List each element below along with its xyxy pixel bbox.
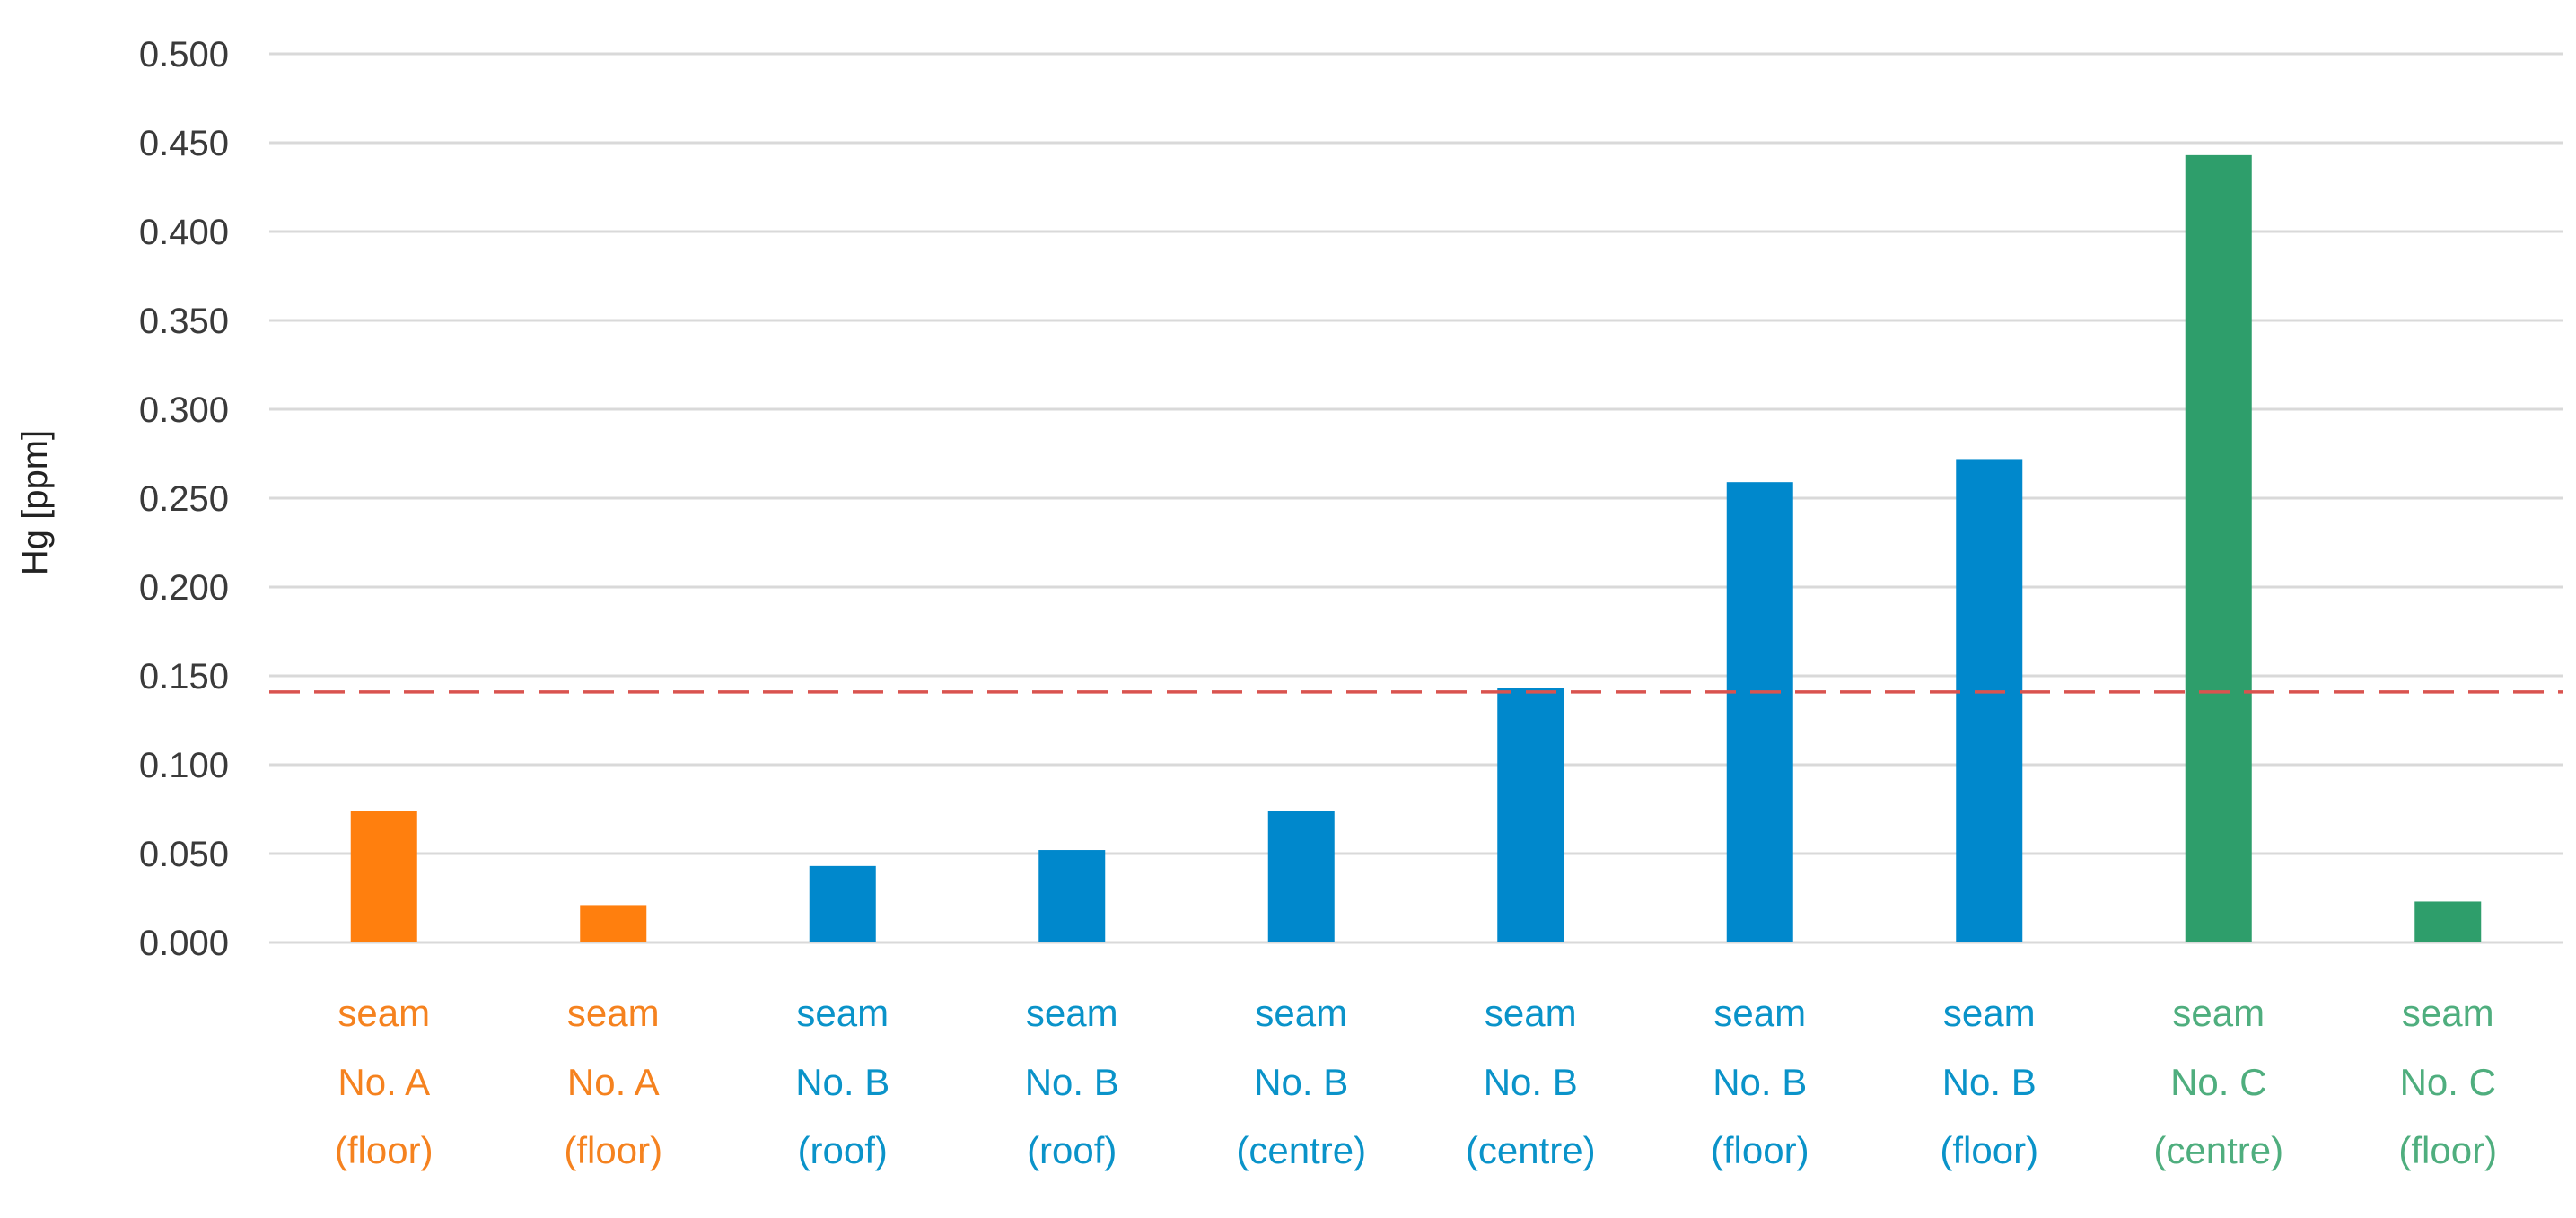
- x-category-label: (floor): [1940, 1129, 2038, 1171]
- x-category-label: seam: [1485, 992, 1577, 1034]
- bar: [1267, 811, 1335, 942]
- x-category-label: seam: [2402, 992, 2494, 1034]
- bar: [580, 905, 647, 942]
- bar: [2414, 901, 2482, 942]
- x-category-label: seam: [337, 992, 430, 1034]
- x-category-label: (centre): [1466, 1129, 1596, 1171]
- x-category-label: (floor): [1711, 1129, 1809, 1171]
- x-category-label: seam: [2172, 992, 2265, 1034]
- y-axis-title: Hg [ppm]: [15, 430, 55, 575]
- x-category-label: No. B: [795, 1061, 889, 1103]
- x-category-label: No. B: [1942, 1061, 2037, 1103]
- y-axis-ticks: 0.000 0.050 0.100 0.150 0.200 0.250 0.300 0.350…: [139, 35, 229, 963]
- x-category-label: No. A: [337, 1061, 430, 1103]
- x-category-label: No. B: [1254, 1061, 1348, 1103]
- x-category-label: No. C: [2170, 1061, 2266, 1103]
- y-tick-label: 0.350: [139, 302, 229, 341]
- bar: [1956, 459, 2023, 942]
- x-category-label: No. A: [567, 1061, 660, 1103]
- bar: [350, 811, 417, 942]
- x-category-label: seam: [1943, 992, 2036, 1034]
- x-category-label: (floor): [2398, 1129, 2497, 1171]
- y-tick-label: 0.300: [139, 390, 229, 430]
- y-tick-label: 0.050: [139, 835, 229, 874]
- x-category-label: seam: [1713, 992, 1806, 1034]
- x-category-label: seam: [796, 992, 889, 1034]
- y-tick-label: 0.500: [139, 35, 229, 74]
- x-category-label: (centre): [1236, 1129, 1366, 1171]
- bar: [1038, 850, 1106, 942]
- x-category-label: (roof): [1027, 1129, 1117, 1171]
- bar: [1497, 688, 1564, 942]
- y-tick-label: 0.400: [139, 213, 229, 252]
- x-category-label: No. B: [1713, 1061, 1807, 1103]
- bar: [1726, 482, 1793, 942]
- x-category-label: No. B: [1025, 1061, 1119, 1103]
- y-tick-label: 0.200: [139, 568, 229, 608]
- x-category-label: (centre): [2153, 1129, 2283, 1171]
- y-tick-label: 0.100: [139, 746, 229, 785]
- x-category-label: (floor): [335, 1129, 434, 1171]
- x-category-label: No. C: [2400, 1061, 2496, 1103]
- bar: [2185, 154, 2252, 943]
- bar: [809, 865, 876, 942]
- y-tick-label: 0.450: [139, 124, 229, 163]
- x-category-label: seam: [1255, 992, 1347, 1034]
- gridlines: [269, 52, 2563, 944]
- x-axis-categories: seam No. A (floor) seam No. A (floor) seam No. …: [335, 992, 2497, 1171]
- x-category-label: No. B: [1484, 1061, 1578, 1103]
- x-category-label: seam: [567, 992, 660, 1034]
- x-category-label: (floor): [564, 1129, 662, 1171]
- y-tick-label: 0.000: [139, 924, 229, 963]
- y-tick-label: 0.150: [139, 657, 229, 697]
- bars: [350, 154, 2482, 943]
- x-category-label: (roof): [798, 1129, 888, 1171]
- y-tick-label: 0.250: [139, 479, 229, 519]
- x-category-label: seam: [1026, 992, 1118, 1034]
